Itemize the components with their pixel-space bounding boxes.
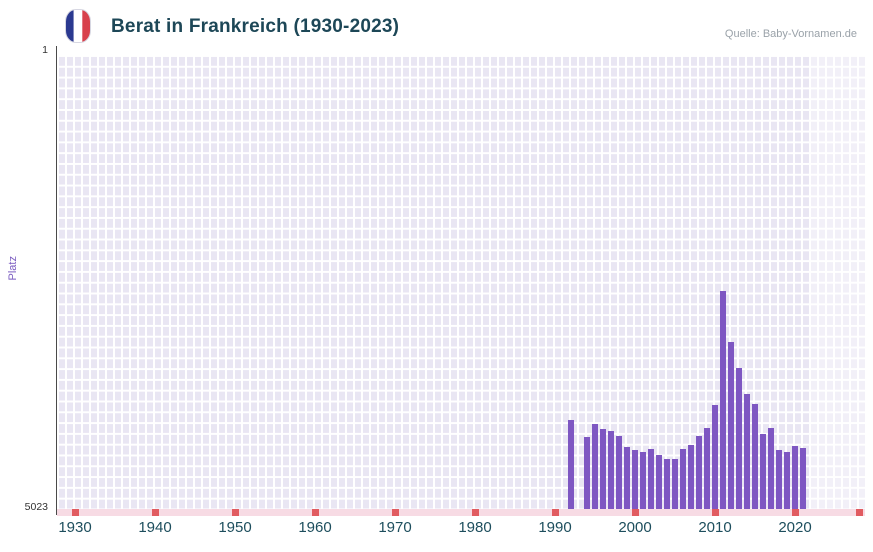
bar-2021[interactable] — [799, 448, 807, 510]
timeline-mark-2028 — [855, 509, 863, 516]
bar-2018[interactable] — [775, 449, 783, 510]
x-tick-label-1970: 1970 — [378, 519, 412, 536]
bar-2016[interactable] — [759, 434, 767, 510]
bar-2008[interactable] — [695, 435, 703, 510]
bar-2017[interactable] — [767, 428, 775, 510]
bar-2020[interactable] — [791, 445, 799, 510]
bar-2005[interactable] — [671, 459, 679, 510]
bar-2015[interactable] — [751, 404, 759, 510]
timeline-mark-1970 — [391, 509, 399, 516]
x-tick-label-2010: 2010 — [698, 519, 732, 536]
source-credit: Quelle: Baby-Vornamen.de — [724, 28, 857, 40]
timeline-mark-1990 — [551, 509, 559, 516]
flag-stripe-white — [73, 9, 83, 43]
timeline-mark-1960 — [311, 509, 319, 516]
bar-2010[interactable] — [711, 405, 719, 510]
flag-stripe-red — [82, 9, 91, 43]
x-tick-label-1930: 1930 — [58, 519, 92, 536]
bar-2002[interactable] — [647, 449, 655, 510]
timeline-mark-2000 — [631, 509, 639, 516]
page-title: Berat in Frankreich (1930-2023) — [111, 16, 400, 37]
bar-1995[interactable] — [591, 424, 599, 510]
timeline-strip — [57, 509, 865, 516]
bar-2011[interactable] — [719, 290, 727, 510]
plot-area[interactable] — [57, 55, 865, 510]
bar-2019[interactable] — [783, 452, 791, 510]
x-tick-label-1960: 1960 — [298, 519, 332, 536]
flag-stripe-blue — [65, 9, 74, 43]
bar-1996[interactable] — [599, 429, 607, 510]
timeline-mark-1940 — [151, 509, 159, 516]
x-tick-label-1980: 1980 — [458, 519, 492, 536]
x-tick-label-1950: 1950 — [218, 519, 252, 536]
bar-1994[interactable] — [583, 437, 591, 510]
bar-1999[interactable] — [623, 447, 631, 510]
bar-2007[interactable] — [687, 444, 695, 510]
bar-2009[interactable] — [703, 428, 711, 510]
bar-2000[interactable] — [631, 449, 639, 510]
france-flag-icon — [65, 9, 91, 43]
y-tick-label-min: 5023 — [24, 501, 48, 513]
no-data-band — [811, 55, 865, 510]
timeline-mark-1980 — [471, 509, 479, 516]
y-axis-line — [56, 46, 57, 515]
bar-1997[interactable] — [607, 430, 615, 510]
x-tick-label-1940: 1940 — [138, 519, 172, 536]
y-tick-label-max: 1 — [42, 44, 48, 56]
x-tick-label-2020: 2020 — [778, 519, 812, 536]
bar-1992[interactable] — [567, 420, 575, 510]
bar-1998[interactable] — [615, 435, 623, 510]
bar-2012[interactable] — [727, 342, 735, 510]
timeline-mark-2010 — [711, 509, 719, 516]
x-tick-label-1990: 1990 — [538, 519, 572, 536]
timeline-mark-1930 — [71, 509, 79, 516]
timeline-mark-2020 — [791, 509, 799, 516]
x-tick-label-2000: 2000 — [618, 519, 652, 536]
bar-2014[interactable] — [743, 394, 751, 510]
timeline-mark-1950 — [231, 509, 239, 516]
x-axis: 1930 1940 1950 1960 1970 1980 1990 2000 2010 2020 — [57, 519, 865, 541]
bar-2001[interactable] — [639, 452, 647, 510]
y-axis-title: Platz — [7, 256, 19, 281]
bar-2013[interactable] — [735, 367, 743, 510]
bar-2006[interactable] — [679, 449, 687, 510]
bar-2003[interactable] — [655, 454, 663, 510]
bar-2004[interactable] — [663, 459, 671, 510]
